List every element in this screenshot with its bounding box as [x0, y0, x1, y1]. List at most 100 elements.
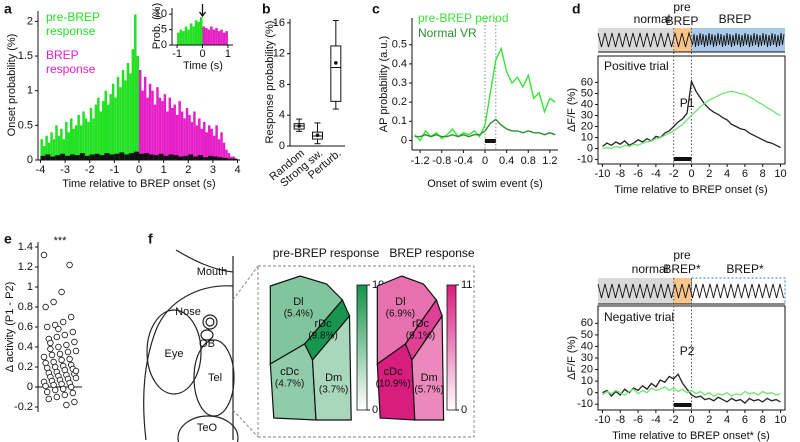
x-tick-label: -6 — [633, 414, 643, 426]
y-tick-label: 0 — [161, 39, 167, 51]
data-point — [72, 347, 80, 355]
x-tick-label: 2 — [185, 164, 191, 176]
histogram-bar — [184, 26, 188, 45]
data-point — [55, 343, 62, 351]
histogram-bar — [212, 135, 216, 160]
x-tick-label: -4 — [36, 164, 46, 176]
schematic-teo — [177, 415, 239, 442]
region-name: cDc — [280, 366, 299, 378]
y-tick-label: 20 — [581, 120, 593, 132]
x-tick-label: -6 — [633, 168, 643, 180]
data-point — [67, 313, 75, 321]
histogram-bar — [74, 125, 78, 160]
histogram-bar — [193, 156, 199, 160]
data-point — [72, 367, 80, 375]
histogram-bar — [178, 101, 181, 160]
data-point — [48, 351, 56, 359]
histogram-bar — [230, 156, 233, 160]
histogram-bar — [52, 139, 56, 160]
histogram-bar — [40, 155, 46, 160]
event-bar — [485, 139, 496, 143]
x-tick-label: -2 — [669, 414, 679, 426]
histogram-bar — [205, 132, 208, 160]
histogram-bar — [67, 132, 71, 160]
data-point — [42, 382, 49, 390]
zoom-line — [232, 265, 259, 301]
data-point — [40, 251, 48, 259]
x-tick-label: -10 — [594, 168, 610, 180]
histogram-bar — [148, 154, 154, 160]
brain-region — [311, 314, 352, 421]
histogram-bar — [158, 97, 162, 160]
y-tick-label: 8 — [279, 78, 285, 90]
histogram-bar — [189, 23, 193, 45]
histogram-bar — [171, 108, 174, 160]
y-tick-label: 0 — [401, 134, 407, 146]
histogram-bar — [114, 153, 120, 160]
region-name: Dl — [293, 296, 303, 308]
histogram-bar — [232, 158, 238, 160]
y-tick-label: 10 — [581, 375, 593, 387]
x-tick-label: -1 — [109, 164, 119, 176]
histogram-bar — [119, 152, 125, 160]
data-point — [63, 341, 70, 349]
histogram-bar — [65, 155, 71, 160]
histogram-bar — [220, 29, 223, 45]
y-axis-label: ΔF/F (%) — [566, 88, 578, 132]
peak-label: P2 — [680, 344, 695, 358]
schematic-label: OB — [199, 338, 215, 350]
data-point — [44, 323, 51, 331]
histogram-bar — [97, 97, 100, 160]
colorbar-tick-label: 0 — [372, 404, 378, 416]
histogram-bar — [153, 104, 157, 160]
histogram-bar — [161, 101, 164, 160]
schematic-label: Nose — [175, 306, 201, 318]
histogram-bar — [179, 29, 183, 45]
y-tick-label: 4 — [279, 109, 285, 121]
histogram-bar — [168, 97, 172, 160]
histogram-bar — [199, 17, 203, 45]
zoom-box — [257, 265, 475, 438]
x-axis-label: Time (s) — [183, 60, 223, 72]
histogram-bar — [143, 153, 149, 160]
histogram-bar — [134, 14, 137, 160]
y-tick-label: 10 — [581, 131, 593, 143]
y-tick-label: 5 — [161, 23, 167, 35]
region-value: (6.9%) — [386, 309, 415, 320]
histogram-bar — [210, 128, 213, 160]
histogram-bar — [136, 56, 139, 161]
histogram-bar — [99, 111, 103, 160]
histogram-bar — [89, 154, 95, 160]
schematic-nose-inner — [205, 317, 215, 327]
histogram-bar — [153, 155, 159, 160]
histogram-bar — [207, 155, 213, 160]
histogram-bar — [50, 132, 53, 160]
phase-band — [691, 277, 786, 305]
data-point — [67, 383, 75, 391]
y-tick-label: 0.5 — [392, 39, 407, 51]
y-axis-label: Δ activity (P1 - P2) — [4, 282, 16, 372]
histogram-bar — [222, 32, 226, 45]
y-tick-label: 50 — [581, 87, 593, 99]
histogram-bar — [70, 154, 75, 160]
histogram-bar — [55, 125, 58, 160]
histogram-bar — [217, 139, 221, 160]
histogram-bar — [173, 104, 176, 160]
histogram-bar — [175, 114, 179, 160]
schematic-label: Eye — [165, 348, 184, 360]
data-point — [53, 333, 60, 341]
histogram-bar — [121, 69, 125, 160]
histogram-bar — [92, 118, 95, 160]
y-tick-label: 30 — [581, 352, 593, 364]
histogram-bar — [60, 153, 66, 160]
region-name: Dl — [395, 296, 405, 308]
phase-label: BREP — [719, 12, 752, 26]
histogram-bar — [217, 31, 221, 45]
legend-entry: pre-BREP period — [418, 11, 509, 25]
schematic — [143, 249, 475, 442]
box-mean — [297, 124, 301, 128]
histogram-bar — [82, 111, 85, 160]
region-value: (9.1%) — [406, 331, 435, 342]
data-point — [47, 339, 54, 347]
